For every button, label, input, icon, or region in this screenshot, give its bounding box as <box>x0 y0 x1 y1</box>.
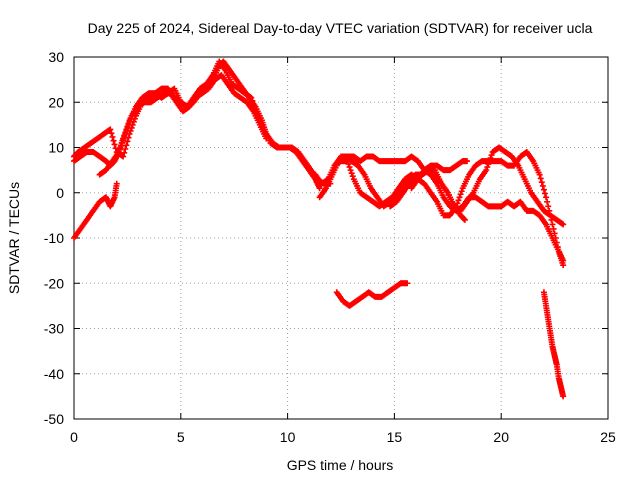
data-point <box>123 127 130 134</box>
data-point <box>121 133 128 140</box>
data-point <box>113 180 120 187</box>
data-point <box>117 142 124 149</box>
data-point <box>483 167 490 174</box>
data-point <box>344 158 351 165</box>
x-axis-label: GPS time / hours <box>287 457 394 473</box>
y-tick-label: -10 <box>44 230 64 246</box>
data-point <box>560 221 567 228</box>
data-point <box>536 171 543 178</box>
data-point <box>487 155 494 162</box>
data-point <box>349 173 356 180</box>
data-point <box>124 124 131 131</box>
data-point <box>537 175 544 182</box>
data-point <box>560 393 567 400</box>
data-point <box>540 186 547 193</box>
data-point <box>538 179 545 186</box>
y-tick-label: -50 <box>44 411 64 427</box>
data-point <box>539 182 546 189</box>
data-point <box>347 167 354 174</box>
data-point <box>455 197 462 204</box>
x-tick-label: 25 <box>600 429 616 445</box>
data-point <box>122 130 129 137</box>
data-point <box>249 97 256 104</box>
x-tick-label: 5 <box>177 429 185 445</box>
y-tick-label: 20 <box>48 94 64 110</box>
data-point <box>115 149 122 156</box>
data-point <box>108 130 115 137</box>
data-point <box>121 149 128 156</box>
data-point <box>248 94 255 101</box>
data-point <box>348 170 355 177</box>
data-point <box>346 164 353 171</box>
data-point <box>124 138 131 145</box>
series-arc9 <box>408 167 567 264</box>
data-point <box>545 203 552 210</box>
axis-ticks: 0 5 10 15 20 25 -50 -40 -30 -20 -10 0 10 20 30 <box>44 49 616 445</box>
data-point <box>120 153 127 160</box>
chart-title: Day 225 of 2024, Sidereal Day-to-day VTE… <box>88 20 593 36</box>
y-tick-label: 30 <box>48 49 64 65</box>
data-point <box>544 198 551 205</box>
y-tick-label: -40 <box>44 366 64 382</box>
data-point <box>457 191 464 198</box>
grid <box>74 57 608 419</box>
data-point <box>127 115 134 122</box>
data-point <box>250 100 257 107</box>
x-tick-label: 0 <box>70 429 78 445</box>
x-tick-label: 15 <box>387 429 403 445</box>
y-tick-label: -20 <box>44 275 64 291</box>
data-point <box>116 146 123 153</box>
y-tick-label: -30 <box>44 321 64 337</box>
data-point <box>541 190 548 197</box>
data-point <box>486 158 493 165</box>
x-tick-label: 10 <box>280 429 296 445</box>
series-arc10 <box>333 280 411 309</box>
series-arc11 <box>540 289 567 400</box>
data-point <box>461 216 468 223</box>
y-axis-label: SDTVAR / TECUs <box>6 182 22 294</box>
data-point <box>120 136 127 143</box>
data-point <box>488 152 495 159</box>
data-point <box>111 141 118 148</box>
data-point <box>126 118 133 125</box>
data-point <box>550 225 557 232</box>
data-point <box>122 146 129 153</box>
data-point <box>485 161 492 168</box>
data-point <box>110 137 117 144</box>
data-points <box>71 58 567 400</box>
data-point <box>464 158 471 165</box>
data-point <box>125 121 132 128</box>
series-arc3 <box>71 180 120 241</box>
series-arc4 <box>96 72 270 178</box>
data-point <box>543 194 550 201</box>
x-tick-label: 20 <box>493 429 509 445</box>
series-arc7 <box>331 149 567 269</box>
data-point <box>345 161 352 168</box>
data-point <box>109 133 116 140</box>
data-point <box>484 164 491 171</box>
data-point <box>456 194 463 201</box>
data-point <box>263 135 270 142</box>
data-point <box>316 185 323 192</box>
data-point <box>549 221 556 228</box>
data-point <box>123 142 130 149</box>
data-point <box>119 139 126 146</box>
data-point <box>560 257 567 264</box>
y-tick-label: 10 <box>48 140 64 156</box>
y-tick-label: 0 <box>56 185 64 201</box>
data-point <box>107 126 114 133</box>
data-point <box>404 280 411 287</box>
data-point <box>458 188 465 195</box>
